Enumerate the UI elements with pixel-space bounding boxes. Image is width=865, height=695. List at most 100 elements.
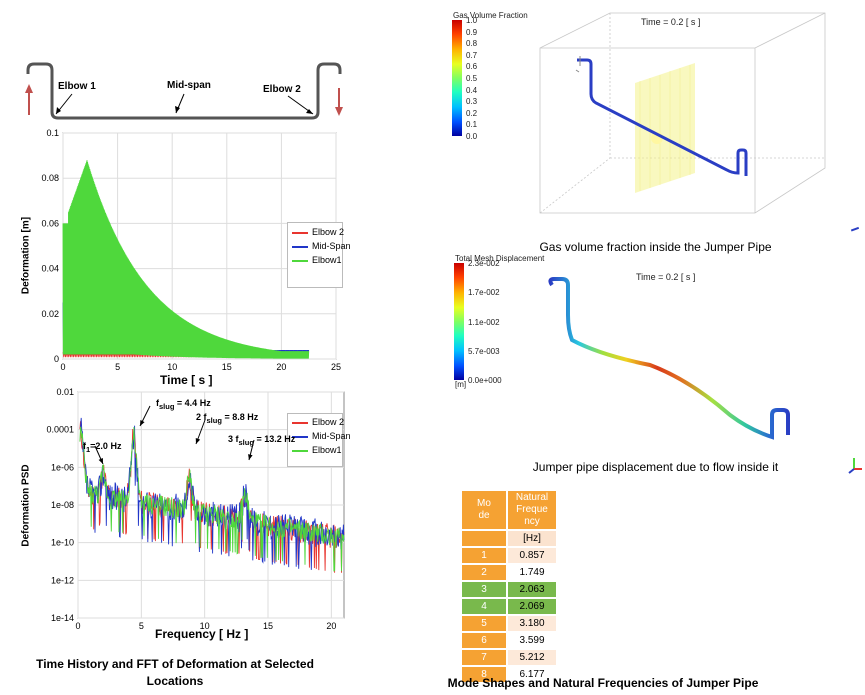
time-ylabel: Deformation [m] bbox=[20, 216, 32, 295]
unit-spacer bbox=[462, 531, 506, 546]
left-caption-line2: Locations bbox=[146, 674, 204, 688]
y-tick-label: 0.04 bbox=[41, 264, 59, 274]
mode-number-cell: 8 bbox=[462, 667, 506, 682]
gas-time-label: Time = 0.2 [ s ] bbox=[641, 17, 701, 27]
legend-item: Mid-Span bbox=[288, 429, 351, 443]
colorbar-tick-label: 0.0e+000 bbox=[468, 376, 502, 385]
annotation-arrowhead bbox=[248, 454, 253, 460]
colorbar-tick-label: 0.9 bbox=[466, 27, 478, 37]
disp-caption: Jumper pipe displacement due to flow ins… bbox=[532, 460, 779, 474]
legend-label: Elbow1 bbox=[312, 255, 342, 265]
outflow-arrowhead-icon bbox=[335, 107, 343, 116]
legend-label: Mid-Span bbox=[312, 241, 351, 251]
colorbar-tick-label: 5.7e-003 bbox=[468, 346, 500, 356]
displacement-render bbox=[548, 277, 790, 440]
time-xlabel: Time [ s ] bbox=[160, 373, 213, 387]
right-caption: Mode Shapes and Natural Frequencies of J… bbox=[447, 676, 759, 690]
modes-body: 1 0.857 2 1.749 3 2.063 4 2.069 5 3.180 6 3.599 7 5.2… bbox=[462, 548, 556, 682]
axis-triad-icon bbox=[848, 458, 862, 474]
table-row: 5 3.180 bbox=[462, 616, 556, 631]
jumper-pipe-outline bbox=[26, 62, 342, 120]
frequency-cell: 0.857 bbox=[508, 548, 556, 563]
time-ylabel-wrap: Deformation [m] bbox=[16, 190, 36, 330]
x-tick-label: 15 bbox=[263, 621, 273, 631]
unit-cell: [Hz] bbox=[508, 531, 556, 546]
table-row: 4 2.069 bbox=[462, 599, 556, 614]
disp-colorbar-title: Total Mesh Displacement bbox=[455, 254, 545, 263]
gas-colorbar-title: Gas Volume Fraction bbox=[453, 11, 528, 20]
time-legend: Elbow 2 Mid-Span Elbow1 bbox=[287, 222, 351, 288]
colorbar-tick-label: 0.4 bbox=[466, 85, 478, 95]
colorbar-tick-label: 0.6 bbox=[466, 62, 478, 72]
disp-colorbar bbox=[454, 263, 464, 380]
psd-ylabel-wrap: Deformation PSD bbox=[16, 440, 36, 580]
annotation-3fslug: 3 fslug = 13.2 Hz bbox=[228, 434, 296, 447]
table-header-row: Mo de Natural Freque ncy bbox=[462, 491, 556, 529]
x-tick-label: 0 bbox=[75, 621, 80, 631]
disp-unit: [m] bbox=[455, 380, 467, 389]
colorbar-tick-label: 0.8 bbox=[466, 39, 478, 49]
legend-swatch bbox=[292, 246, 308, 248]
legend-swatch bbox=[292, 422, 308, 424]
elbow1-label: Elbow 1 bbox=[58, 81, 96, 92]
legend-item: Elbow 2 bbox=[288, 225, 345, 239]
mode-number-cell: 6 bbox=[462, 633, 506, 648]
frequency-cell: 2.069 bbox=[508, 599, 556, 614]
colorbar-tick-label: 0.0 bbox=[466, 132, 478, 141]
inflow-arrowhead-icon bbox=[25, 84, 33, 93]
disp-time-label: Time = 0.2 [ s ] bbox=[636, 272, 696, 282]
psd-xlabel: Frequency [ Hz ] bbox=[155, 627, 249, 641]
x-tick-label: 5 bbox=[115, 362, 120, 372]
annotation-2fslug: 2 fslug = 8.8 Hz bbox=[196, 412, 259, 425]
axis-triad-icon bbox=[850, 226, 862, 238]
annotation-arrowhead bbox=[98, 458, 103, 464]
legend-swatch bbox=[292, 436, 308, 438]
y-tick-label: 1e-06 bbox=[51, 462, 74, 472]
mode-number-cell: 4 bbox=[462, 599, 506, 614]
y-tick-label: 0.08 bbox=[41, 173, 59, 183]
legend-label: Mid-Span bbox=[312, 431, 351, 441]
y-tick-label: 0.0001 bbox=[46, 425, 74, 435]
colorbar-tick-label: 0.7 bbox=[466, 50, 478, 60]
gas-caption: Gas volume fraction inside the Jumper Pi… bbox=[539, 240, 772, 254]
colorbar-tick-label: 1.7e-002 bbox=[468, 288, 500, 298]
gas-colorbar-ticks: 1.0 0.9 0.8 0.7 0.6 0.5 0.4 0.3 0.2 0.1 0.0 bbox=[466, 16, 496, 141]
colorbar-tick-label: 2.3e-002 bbox=[468, 259, 500, 268]
x-tick-label: 0 bbox=[60, 362, 65, 372]
mode-header: Mo de bbox=[462, 491, 506, 529]
x-tick-label: 25 bbox=[331, 362, 341, 372]
y-tick-label: 0.1 bbox=[46, 128, 59, 138]
table-row: 2 1.749 bbox=[462, 565, 556, 580]
mode-number-cell: 7 bbox=[462, 650, 506, 665]
legend-item: Mid-Span bbox=[288, 239, 351, 253]
legend-label: Elbow 2 bbox=[312, 227, 345, 237]
legend-swatch bbox=[292, 260, 308, 262]
x-tick-label: 20 bbox=[326, 621, 336, 631]
psd-legend: Elbow 2 Mid-Span Elbow1 bbox=[287, 413, 351, 467]
gas-colorbar bbox=[452, 20, 462, 136]
mode-number-cell: 5 bbox=[462, 616, 506, 631]
legend-swatch bbox=[292, 232, 308, 234]
frequency-header: Natural Freque ncy bbox=[508, 491, 556, 529]
colorbar-tick-label: 0.1 bbox=[466, 120, 478, 130]
psd-ylabel: Deformation PSD bbox=[20, 464, 32, 547]
y-tick-label: 1e-08 bbox=[51, 500, 74, 510]
series-elbow1-line bbox=[79, 426, 345, 572]
y-tick-label: 0 bbox=[54, 354, 59, 364]
mode-number-cell: 3 bbox=[462, 582, 506, 597]
y-tick-label: 0.01 bbox=[56, 387, 74, 397]
legend-swatch bbox=[292, 450, 308, 452]
midspan-label: Mid-span bbox=[167, 80, 211, 91]
annotation-arrowhead bbox=[140, 420, 145, 426]
frequency-cell: 1.749 bbox=[508, 565, 556, 580]
y-tick-label: 0.02 bbox=[41, 309, 59, 319]
gas-domain-render bbox=[539, 12, 826, 214]
colorbar-tick-label: 1.1e-002 bbox=[468, 317, 500, 327]
table-row: 3 2.063 bbox=[462, 582, 556, 597]
annotation-arrowhead bbox=[195, 438, 201, 444]
x-tick-label: 10 bbox=[167, 362, 177, 372]
table-row: 8 6.177 bbox=[462, 667, 556, 682]
annotation-fslug: fslug = 4.4 Hz bbox=[156, 398, 211, 411]
jumper-schematic bbox=[25, 62, 343, 120]
colorbar-tick-label: 0.5 bbox=[466, 74, 478, 83]
